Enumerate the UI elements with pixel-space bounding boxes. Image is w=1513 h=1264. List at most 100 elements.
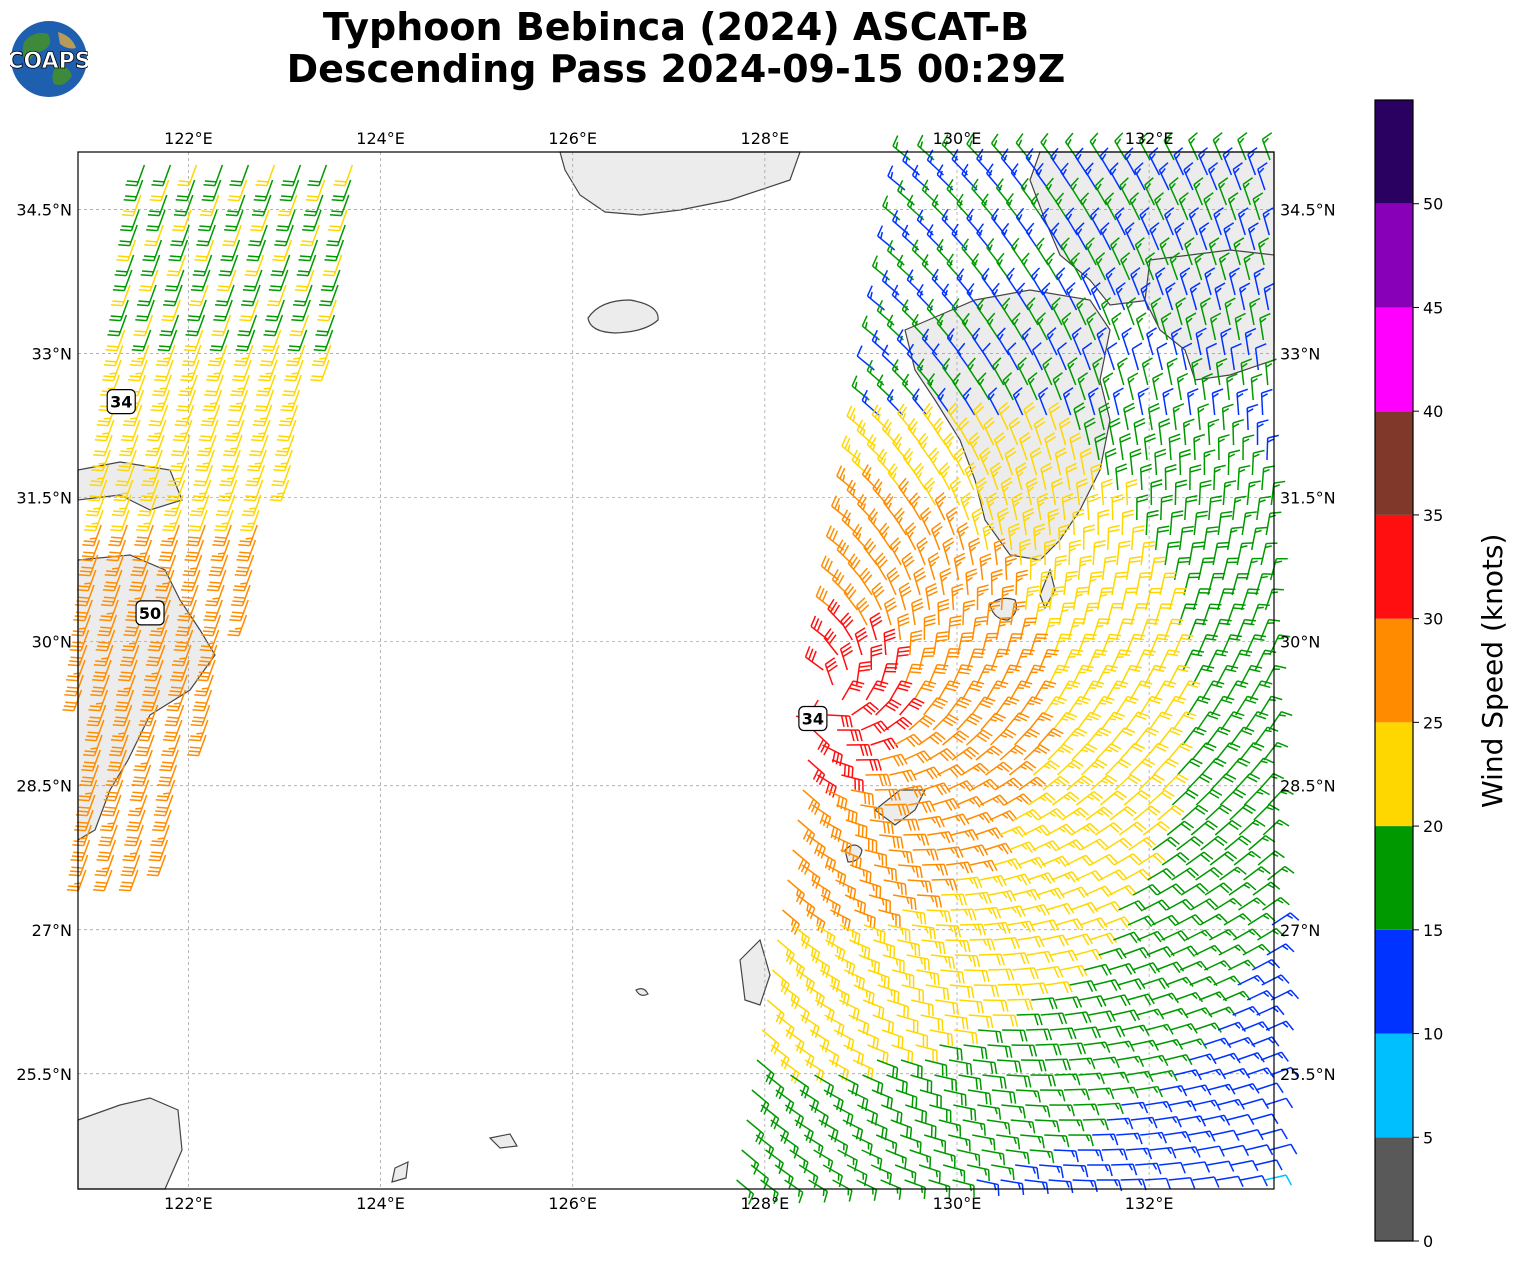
wind-barb [1154, 525, 1170, 551]
wind-barb [310, 359, 330, 382]
wind-barb [908, 492, 922, 521]
wind-barb [217, 479, 238, 502]
wind-barb [863, 924, 886, 944]
wind-barb [154, 569, 175, 592]
wind-barb [917, 815, 945, 828]
wind-barb [1176, 836, 1204, 851]
wind-barb [164, 704, 185, 727]
wind-barb [1164, 1054, 1193, 1066]
wind-barb [1140, 540, 1156, 566]
wind-barb [189, 494, 210, 517]
wind-barb [64, 674, 84, 697]
wind-barb [165, 479, 186, 502]
wind-barb [1171, 867, 1200, 881]
wind-barb [901, 373, 918, 401]
wind-barb [927, 748, 956, 762]
lat-tick-left: 31.5°N [16, 489, 72, 508]
wind-barb [1260, 388, 1273, 416]
wind-barb [1249, 680, 1273, 701]
wind-barb [224, 209, 244, 232]
wind-barb [1011, 312, 1025, 341]
wind-barb [896, 329, 914, 356]
wind-barb [995, 178, 1011, 206]
wind-barb [1115, 282, 1126, 311]
wind-barb [849, 939, 871, 961]
wind-barb [154, 359, 174, 382]
wind-barb [926, 298, 943, 326]
wind-barb [901, 984, 925, 1002]
map-title-line1: Typhoon Bebinca (2024) ASCAT-B [322, 5, 1030, 49]
wind-barb [968, 537, 981, 566]
wind-barb [1226, 373, 1238, 401]
wind-barb [945, 507, 958, 536]
wind-barb [1156, 342, 1168, 371]
wind-barb [172, 419, 193, 442]
wind-barb [1026, 1028, 1053, 1041]
wind-barb [1065, 282, 1078, 311]
wind-barb [855, 597, 870, 626]
wind-barb [275, 434, 295, 457]
colorbar-tick: 20 [1423, 817, 1443, 836]
wind-barb [1232, 495, 1247, 521]
wind-barb [1095, 743, 1122, 761]
wind-barb [258, 359, 278, 382]
wind-barb [1256, 1005, 1285, 1016]
wind-barb [861, 464, 879, 491]
wind-barb [1150, 992, 1179, 1004]
wind-barb [1251, 959, 1281, 971]
wind-barb [824, 657, 838, 686]
wind-barb [141, 464, 162, 487]
wind-barb [303, 194, 324, 217]
wind-barb [153, 794, 174, 817]
wind-barb [951, 746, 980, 761]
wind-barb [1140, 1131, 1168, 1144]
wind-barb [1184, 1007, 1213, 1018]
wind-barb [161, 299, 181, 322]
wind-barb [1249, 297, 1261, 326]
wind-barb [873, 939, 896, 959]
wind-barb [974, 906, 1002, 919]
wind-barb [756, 1059, 775, 1085]
wind-barb [105, 764, 126, 787]
colorbar-label: Wind Speed (knots) [1476, 533, 1509, 808]
wind-barb [143, 449, 163, 472]
wind-barb [996, 1059, 1022, 1073]
wind-barb [861, 1149, 883, 1171]
wind-barb [827, 598, 844, 626]
wind-barb [144, 659, 164, 682]
wind-barb [66, 659, 86, 682]
wind-barb [810, 615, 829, 641]
wind-barb [1241, 1021, 1270, 1032]
wind-barb [892, 969, 915, 988]
wind-barb [1031, 342, 1043, 371]
wind-barb [129, 344, 150, 367]
wind-barb [1214, 282, 1226, 311]
wind-barb [247, 449, 267, 472]
wind-barb [891, 1044, 914, 1064]
wind-barb [918, 1164, 941, 1184]
wind-barb [1113, 931, 1142, 944]
wind-barb [1039, 1164, 1064, 1179]
wind-radius-label: 34 [106, 389, 136, 415]
wind-barb [931, 343, 947, 371]
wind-barb [1128, 837, 1157, 851]
wind-barb [1254, 343, 1267, 371]
wind-barb [1199, 913, 1228, 926]
wind-barb [972, 402, 985, 431]
wind-barb [267, 284, 287, 307]
wind-barb [135, 299, 155, 322]
wind-barb [190, 704, 211, 727]
wind-barb [882, 954, 905, 973]
wind-barb [1037, 727, 1064, 746]
wind-barb [239, 299, 259, 322]
wind-barb [251, 194, 272, 217]
wind-barb [1092, 1056, 1120, 1069]
wind-barb [155, 779, 176, 802]
wind-barb [1159, 1161, 1186, 1174]
wind-barb [908, 714, 936, 731]
wind-barb [1269, 557, 1288, 581]
wind-barb [1174, 222, 1185, 251]
wind-barb [916, 209, 934, 236]
wind-barb [1061, 807, 1090, 821]
wind-barb [1110, 237, 1121, 266]
